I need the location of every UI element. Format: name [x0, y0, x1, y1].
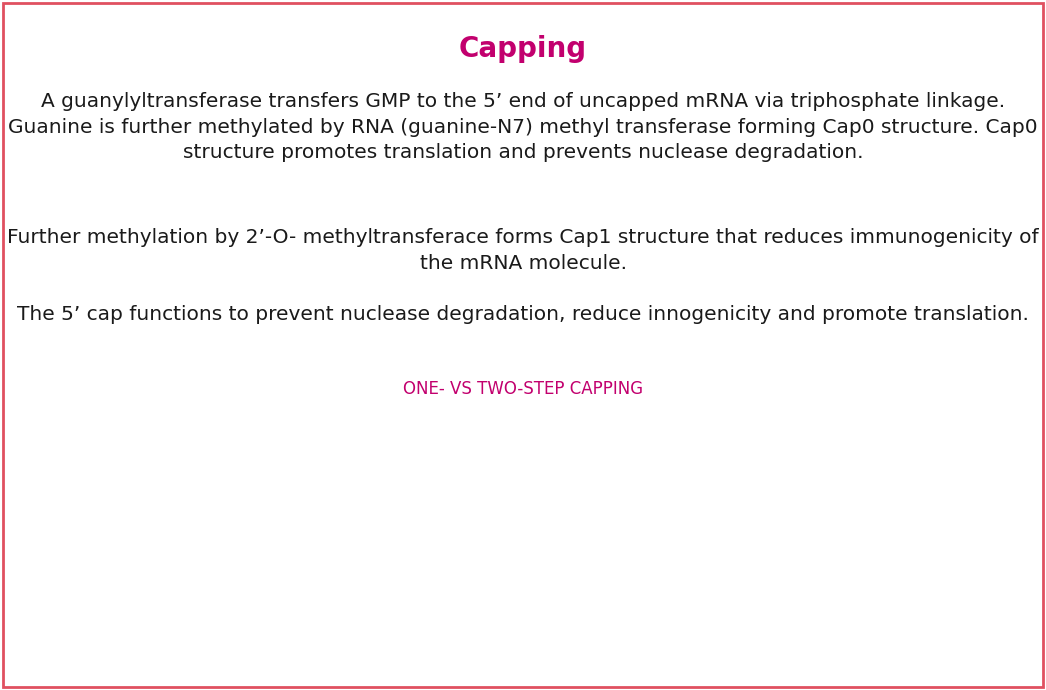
Text: A guanylyltransferase transfers GMP to the 5’ end of uncapped mRNA via triphosph: A guanylyltransferase transfers GMP to t…: [8, 92, 1038, 163]
Text: Capping: Capping: [459, 35, 587, 63]
Text: The 5’ cap functions to prevent nuclease degradation, reduce innogenicity and pr: The 5’ cap functions to prevent nuclease…: [17, 305, 1029, 324]
Text: Further methylation by 2’-O- methyltransferace forms Cap1 structure that reduces: Further methylation by 2’-O- methyltrans…: [7, 228, 1039, 273]
Text: ONE- VS TWO-STEP CAPPING: ONE- VS TWO-STEP CAPPING: [403, 380, 643, 398]
